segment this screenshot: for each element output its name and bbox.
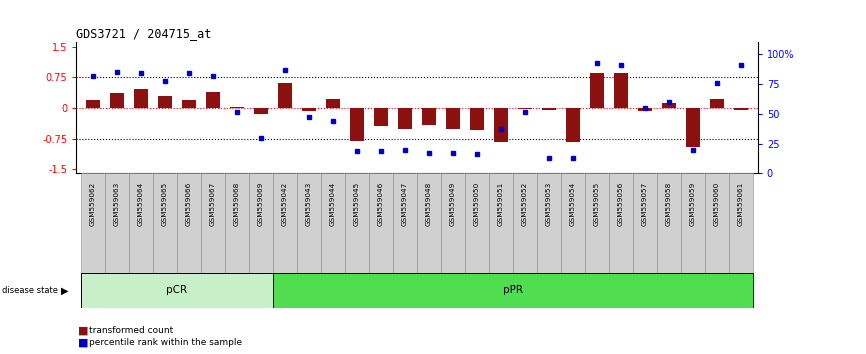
Bar — [255, 108, 268, 114]
Text: GSM559058: GSM559058 — [666, 181, 672, 225]
Text: GSM559067: GSM559067 — [210, 181, 216, 225]
Bar — [374, 108, 388, 126]
Text: ■: ■ — [78, 326, 88, 336]
Bar — [230, 107, 243, 108]
Text: GSM559062: GSM559062 — [90, 181, 96, 225]
Bar — [87, 100, 100, 108]
Bar — [206, 92, 220, 108]
Bar — [614, 73, 628, 108]
Bar — [591, 73, 604, 108]
Bar — [129, 173, 153, 273]
Bar — [494, 108, 507, 142]
Text: GSM559065: GSM559065 — [162, 181, 168, 225]
Bar — [183, 100, 196, 108]
Bar — [201, 173, 225, 273]
Text: GSM559069: GSM559069 — [258, 181, 264, 225]
Bar — [345, 173, 369, 273]
Bar — [489, 173, 513, 273]
Bar — [734, 108, 747, 110]
Bar — [177, 173, 201, 273]
Text: GSM559057: GSM559057 — [642, 181, 648, 225]
Bar — [561, 173, 585, 273]
Bar — [729, 173, 753, 273]
Bar — [105, 173, 129, 273]
Text: GSM559042: GSM559042 — [282, 181, 288, 225]
Bar — [446, 108, 460, 129]
Bar — [441, 173, 465, 273]
Bar — [638, 108, 651, 111]
Bar — [609, 173, 633, 273]
Text: GSM559052: GSM559052 — [522, 181, 528, 225]
Bar — [81, 173, 105, 273]
Bar — [134, 89, 147, 108]
Text: GSM559060: GSM559060 — [714, 181, 720, 225]
Bar — [633, 173, 657, 273]
Bar — [423, 108, 436, 125]
Text: GSM559056: GSM559056 — [618, 181, 624, 225]
Text: ▶: ▶ — [61, 285, 68, 295]
Text: GSM559063: GSM559063 — [114, 181, 120, 225]
Bar — [519, 108, 532, 109]
Text: GSM559055: GSM559055 — [594, 181, 600, 225]
Bar — [513, 173, 537, 273]
Bar — [398, 108, 411, 129]
Bar — [81, 273, 273, 308]
Bar — [369, 173, 393, 273]
Bar — [542, 108, 556, 110]
Bar — [278, 84, 292, 108]
Text: GSM559050: GSM559050 — [474, 181, 480, 225]
Bar — [662, 103, 675, 108]
Bar — [417, 173, 441, 273]
Bar — [687, 108, 700, 147]
Text: pPR: pPR — [503, 285, 523, 295]
Bar — [537, 173, 561, 273]
Text: ■: ■ — [78, 338, 88, 348]
Bar — [566, 108, 579, 142]
Bar — [153, 173, 177, 273]
Text: GSM559043: GSM559043 — [306, 181, 312, 225]
Bar — [705, 173, 729, 273]
Text: disease state: disease state — [2, 286, 58, 295]
Text: GSM559049: GSM559049 — [450, 181, 456, 225]
Bar — [297, 173, 321, 273]
Text: GSM559045: GSM559045 — [354, 181, 360, 225]
Text: GSM559046: GSM559046 — [378, 181, 384, 225]
Bar — [657, 173, 681, 273]
Bar — [249, 173, 273, 273]
Text: GSM559048: GSM559048 — [426, 181, 432, 225]
Bar — [470, 108, 483, 131]
Text: GDS3721 / 204715_at: GDS3721 / 204715_at — [76, 27, 211, 40]
Bar — [158, 96, 171, 108]
Text: transformed count: transformed count — [89, 326, 173, 336]
Text: GSM559064: GSM559064 — [138, 181, 144, 225]
Text: GSM559054: GSM559054 — [570, 181, 576, 225]
Bar — [225, 173, 249, 273]
Bar — [710, 99, 724, 108]
Bar — [110, 93, 124, 108]
Bar — [321, 173, 345, 273]
Text: GSM559066: GSM559066 — [186, 181, 192, 225]
Bar — [273, 173, 297, 273]
Text: GSM559059: GSM559059 — [690, 181, 696, 225]
Text: percentile rank within the sample: percentile rank within the sample — [89, 338, 242, 347]
Text: GSM559061: GSM559061 — [738, 181, 744, 225]
Text: GSM559051: GSM559051 — [498, 181, 504, 225]
Bar — [351, 108, 364, 141]
Text: GSM559047: GSM559047 — [402, 181, 408, 225]
Bar — [681, 173, 705, 273]
Bar — [585, 173, 609, 273]
Bar — [273, 273, 753, 308]
Text: GSM559068: GSM559068 — [234, 181, 240, 225]
Bar — [302, 108, 315, 111]
Text: GSM559053: GSM559053 — [546, 181, 552, 225]
Text: GSM559044: GSM559044 — [330, 181, 336, 225]
Bar — [393, 173, 417, 273]
Text: pCR: pCR — [166, 285, 188, 295]
Bar — [326, 99, 339, 108]
Bar — [465, 173, 489, 273]
